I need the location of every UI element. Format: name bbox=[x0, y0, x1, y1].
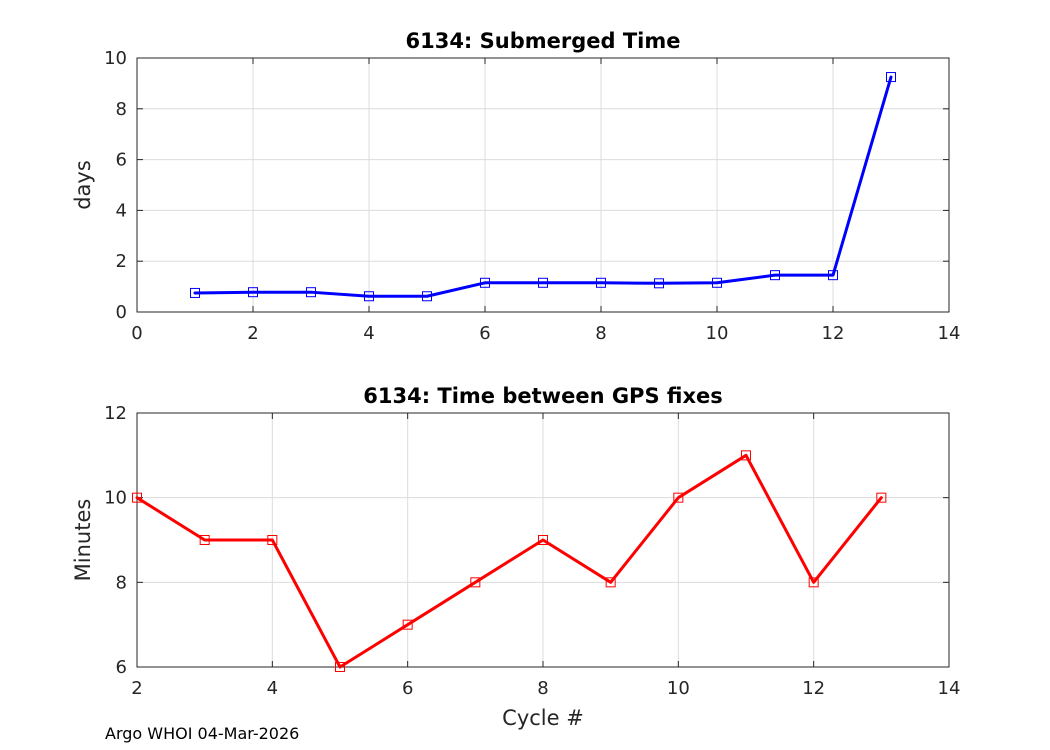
submerged-time-plot-area bbox=[137, 58, 949, 312]
gps-fix-time-ytick-label: 10 bbox=[104, 488, 127, 509]
gps-fix-time-data-point bbox=[470, 577, 481, 588]
gps-fix-time-xtick-label: 4 bbox=[267, 678, 278, 699]
gps-fix-time-data-point bbox=[267, 535, 278, 545]
gps-fix-time-data-point bbox=[132, 492, 142, 503]
gps-fix-time-xtick-label: 12 bbox=[802, 678, 825, 699]
footer-credit: Argo WHOI 04-Mar-2026 bbox=[105, 724, 300, 743]
gps-fix-time-xtick-label: 10 bbox=[667, 678, 690, 699]
submerged-time-ytick-label: 6 bbox=[116, 150, 127, 171]
gps-fix-time-data-point bbox=[538, 535, 548, 545]
submerged-time-ytick-label: 4 bbox=[116, 200, 127, 221]
gps-fix-time-xtick-label: 6 bbox=[402, 678, 413, 699]
submerged-time-data-point bbox=[712, 277, 722, 288]
submerged-time-title: 6134: Submerged Time bbox=[405, 29, 680, 53]
submerged-time-data-point bbox=[306, 287, 316, 298]
gps-fix-time-data-point bbox=[605, 577, 616, 588]
submerged-time-series-line bbox=[193, 75, 893, 298]
gps-fix-time-data-point bbox=[402, 619, 413, 630]
submerged-time-chart: 6134: Submerged Time days 0 2 4 6 8 10 12 14 0 2 4… bbox=[71, 29, 960, 344]
submerged-time-data-point bbox=[480, 277, 490, 288]
submerged-time-xtick-label: 2 bbox=[247, 323, 258, 344]
gps-fix-time-xlabel: Cycle # bbox=[502, 706, 584, 730]
gps-fix-time-ytick-label: 6 bbox=[116, 657, 127, 678]
submerged-time-data-point bbox=[654, 278, 664, 289]
submerged-time-data-point bbox=[364, 291, 374, 302]
submerged-time-xtick-label: 6 bbox=[479, 323, 490, 344]
submerged-time-ytick-label: 2 bbox=[116, 251, 127, 272]
submerged-time-data-point bbox=[422, 291, 432, 302]
gps-fix-time-ytick-label: 12 bbox=[104, 403, 127, 424]
submerged-time-data-point bbox=[538, 277, 548, 288]
submerged-time-xtick-label: 4 bbox=[363, 323, 374, 344]
gps-fix-time-series-line bbox=[135, 453, 883, 669]
submerged-time-data-point bbox=[770, 270, 780, 281]
submerged-time-data-point bbox=[828, 270, 838, 281]
submerged-time-ytick-label: 8 bbox=[116, 99, 127, 120]
submerged-time-data-point bbox=[190, 287, 200, 298]
gps-fix-time-xtick-label: 2 bbox=[131, 678, 142, 699]
gps-fix-time-data-point bbox=[876, 492, 887, 503]
submerged-time-xtick-label: 8 bbox=[595, 323, 606, 344]
gps-fix-time-xtick-label: 8 bbox=[537, 678, 548, 699]
gps-fix-time-data-point bbox=[199, 535, 210, 545]
submerged-time-ytick-label: 10 bbox=[104, 48, 127, 69]
gps-fix-time-ytick-label: 8 bbox=[116, 572, 127, 593]
gps-fix-time-data-point bbox=[335, 662, 345, 672]
submerged-time-xtick-label: 0 bbox=[131, 323, 142, 344]
gps-fix-time-data-point bbox=[741, 450, 751, 461]
submerged-time-xtick-label: 12 bbox=[822, 323, 845, 344]
submerged-time-ylabel: days bbox=[71, 160, 95, 210]
submerged-time-xtick-label: 10 bbox=[706, 323, 729, 344]
gps-fix-time-data-point bbox=[673, 492, 684, 503]
submerged-time-data-point bbox=[596, 277, 606, 288]
submerged-time-data-point bbox=[886, 72, 896, 83]
gps-fix-time-ylabel: Minutes bbox=[71, 499, 95, 582]
submerged-time-ytick-label: 0 bbox=[116, 302, 127, 323]
gps-fix-time-title: 6134: Time between GPS fixes bbox=[363, 384, 723, 408]
submerged-time-axes-box bbox=[136, 57, 950, 313]
submerged-time-xtick-label: 14 bbox=[938, 323, 961, 344]
gps-fix-time-xtick-label: 14 bbox=[938, 678, 961, 699]
gps-fix-time-chart: 6134: Time between GPS fixes Minutes Cyc… bbox=[71, 384, 960, 730]
submerged-time-data-point bbox=[248, 287, 258, 298]
gps-fix-time-data-point bbox=[808, 577, 819, 588]
